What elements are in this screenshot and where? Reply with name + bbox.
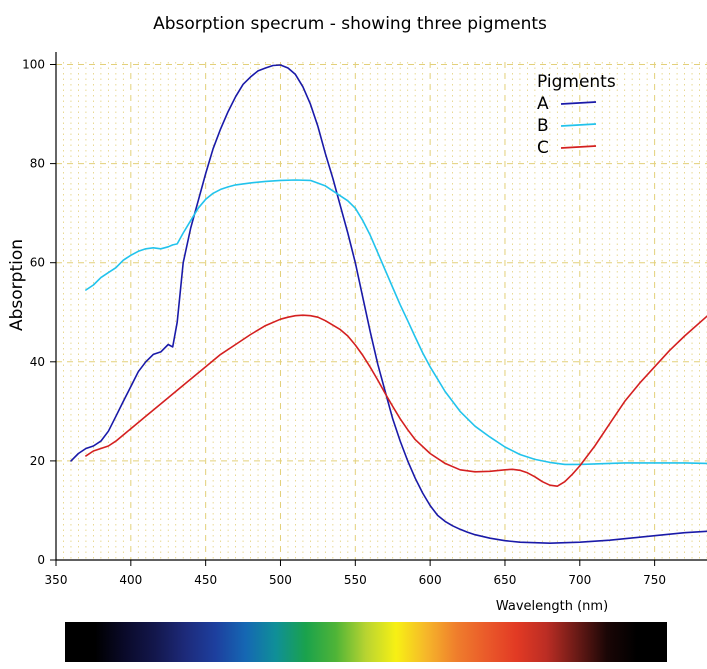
- y-axis-label: Absorption: [7, 239, 27, 331]
- legend-swatch-a: [560, 101, 597, 105]
- series-line-a: [70, 64, 707, 545]
- grid: [56, 62, 707, 560]
- legend-swatch-b: [560, 123, 597, 127]
- visible-spectrum-bar: [65, 622, 667, 662]
- series-line-c: [85, 314, 707, 488]
- legend-title: Pigments: [537, 72, 616, 92]
- x-tick-label: 500: [269, 573, 292, 587]
- y-tick-label: 80: [30, 157, 45, 171]
- legend-label-b: B: [537, 116, 549, 136]
- series-group: [70, 64, 707, 545]
- y-tick-label: 0: [37, 553, 45, 567]
- x-axis-label: Wavelength (nm): [496, 599, 608, 614]
- axes: 350 400 450 500 550 600 650 700 750 0 20 40 60 80 100: [22, 52, 707, 587]
- x-tick-label: 600: [419, 573, 442, 587]
- x-tick-label: 650: [494, 573, 517, 587]
- y-tick-label: 60: [30, 256, 45, 270]
- x-tick-label: 450: [194, 573, 217, 587]
- legend-label-c: C: [537, 138, 549, 158]
- y-tick-label: 40: [30, 355, 45, 369]
- x-tick-label: 750: [643, 573, 666, 587]
- y-tick-label: 20: [30, 454, 45, 468]
- chart-title: Absorption specrum - showing three pigme…: [153, 14, 547, 34]
- series-line-b: [85, 179, 707, 466]
- legend-label-a: A: [537, 94, 549, 114]
- x-tick-label: 700: [568, 573, 591, 587]
- x-tick-label: 350: [45, 573, 68, 587]
- y-tick-label: 100: [22, 58, 45, 72]
- legend-swatch-c: [560, 145, 597, 149]
- x-tick-label: 400: [119, 573, 142, 587]
- x-tick-label: 550: [344, 573, 367, 587]
